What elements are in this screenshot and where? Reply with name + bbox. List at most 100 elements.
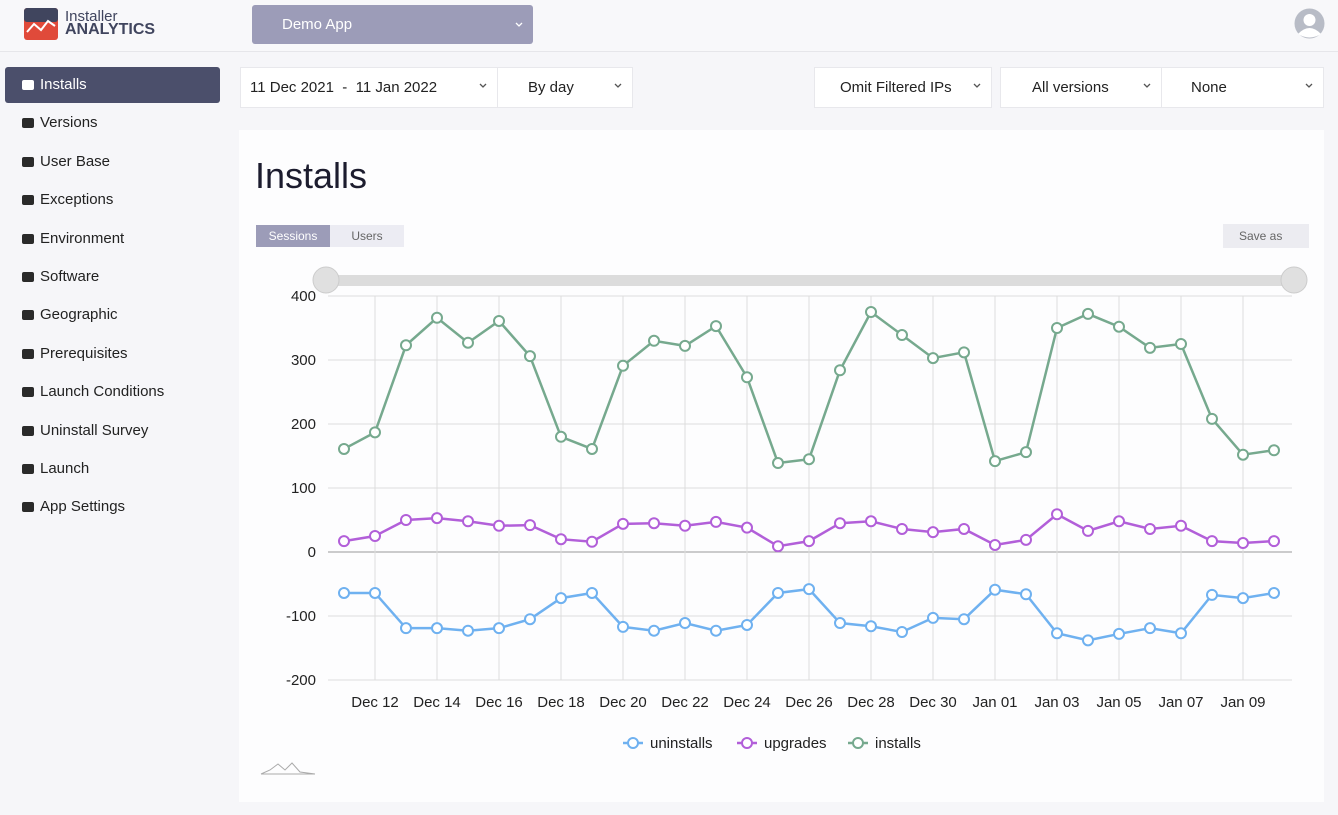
x-tick-label: Jan 05 [1096,694,1141,711]
nav-icon [22,195,34,206]
data-point [1175,519,1187,532]
nav-item[interactable]: Launch [5,451,220,487]
nav-item[interactable]: Software [5,259,220,295]
data-point [772,586,784,599]
chevron [973,83,981,88]
tab-active[interactable]: Sessions [256,225,330,247]
legend-label: upgrades [764,735,827,752]
versions[interactable]: All versions [1000,67,1162,108]
tab[interactable]: Users [330,225,404,247]
nav-icon [22,425,34,436]
versions-text: All versions [1032,79,1109,96]
y-tick-label: -200 [286,672,316,689]
slider-handle[interactable] [1280,266,1308,294]
data-point [1082,634,1094,647]
chevron [1305,83,1313,88]
nav-item[interactable]: Environment [5,221,220,257]
nav-label: Environment [40,229,125,247]
x-tick-label: Jan 01 [972,694,1017,711]
data-point [617,517,629,530]
data-point [586,535,598,548]
nav-item[interactable]: Versions [5,105,220,141]
nav-icon [22,387,34,398]
nav-item[interactable]: Uninstall Survey [5,413,220,449]
y-tick-label: 100 [291,480,316,497]
avatar[interactable] [1294,8,1325,39]
nav-icon [22,156,34,167]
grouping[interactable]: By day [497,67,633,108]
data-point [462,336,474,349]
data-point [958,613,970,626]
data-point [369,586,381,599]
app-name: Demo App [282,16,353,33]
logo-line1: Installer [65,8,118,25]
data-point [679,339,691,352]
data-point [834,517,846,530]
data-point [1113,627,1125,640]
nav-icon [22,502,34,513]
range-slider[interactable] [326,275,1294,286]
data-point [400,622,412,635]
nav-item[interactable]: App Settings [5,489,220,525]
data-point [338,586,350,599]
data-point [1051,627,1063,640]
nav-icon [22,118,34,129]
save-button[interactable]: Save as [1223,224,1309,248]
nav-label: Software [40,268,100,285]
data-point [1082,307,1094,320]
x-tick-label: Dec 12 [351,694,399,711]
data-point [803,453,815,466]
logo-line2: ANALYTICS [65,21,156,38]
logo-icon [24,8,58,40]
nav-label: User Base [40,152,111,170]
data-point [834,617,846,630]
data-point [989,538,1001,551]
top-bar: Installer ANALYTICS Demo App [0,0,1338,52]
nav-label: App Settings [40,498,126,516]
data-point [834,364,846,377]
data-point [1144,522,1156,535]
nav-icon [22,233,34,244]
chevron [614,83,622,88]
app-selector[interactable]: Demo App [252,5,533,44]
data-point [493,314,505,327]
folder[interactable]: None [1161,67,1324,108]
nav-item[interactable]: Exceptions [5,182,220,218]
data-point [1020,446,1032,459]
data-point [772,540,784,553]
nav-item[interactable]: Geographic [5,297,220,333]
data-point [462,624,474,637]
y-tick-label: 0 [308,544,316,561]
nav-label: Uninstall Survey [40,421,149,439]
x-tick-label: Dec 20 [599,694,647,711]
data-point [958,522,970,535]
legend-label: uninstalls [650,735,713,752]
nav-item[interactable]: User Base [5,144,220,180]
ip-text: Omit Filtered IPs [840,79,952,96]
nav-label: Geographic [40,306,118,324]
data-point [865,306,877,318]
legend-label: installs [875,735,921,752]
nav-item[interactable]: Launch Conditions [5,374,220,410]
data-point [896,329,908,342]
date-range[interactable]: 11 Dec 2021 - 11 Jan 2022 [240,67,498,108]
data-point [586,586,598,599]
data-point [1144,622,1156,635]
data-point [1206,588,1218,601]
chevron [1143,83,1151,88]
x-tick-label: Dec 24 [723,694,771,711]
chevron [515,22,523,27]
nav-icon [22,80,34,90]
data-point [648,334,660,347]
slider-handle[interactable] [312,266,340,294]
data-point [710,320,722,333]
legend-marker [741,737,753,749]
x-tick-label: Dec 18 [537,694,585,711]
ip-filter[interactable]: Omit Filtered IPs [814,67,992,108]
nav-item[interactable]: Installs [5,67,220,103]
date-text: 11 Dec 2021 - 11 Jan 2022 [250,79,438,96]
x-tick-label: Dec 28 [847,694,895,711]
nav-item[interactable]: Prerequisites [5,336,220,372]
data-point [462,515,474,528]
data-point [772,457,784,470]
